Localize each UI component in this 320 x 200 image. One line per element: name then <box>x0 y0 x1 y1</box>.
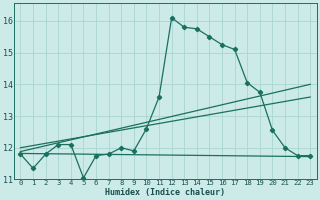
X-axis label: Humidex (Indice chaleur): Humidex (Indice chaleur) <box>105 188 225 197</box>
